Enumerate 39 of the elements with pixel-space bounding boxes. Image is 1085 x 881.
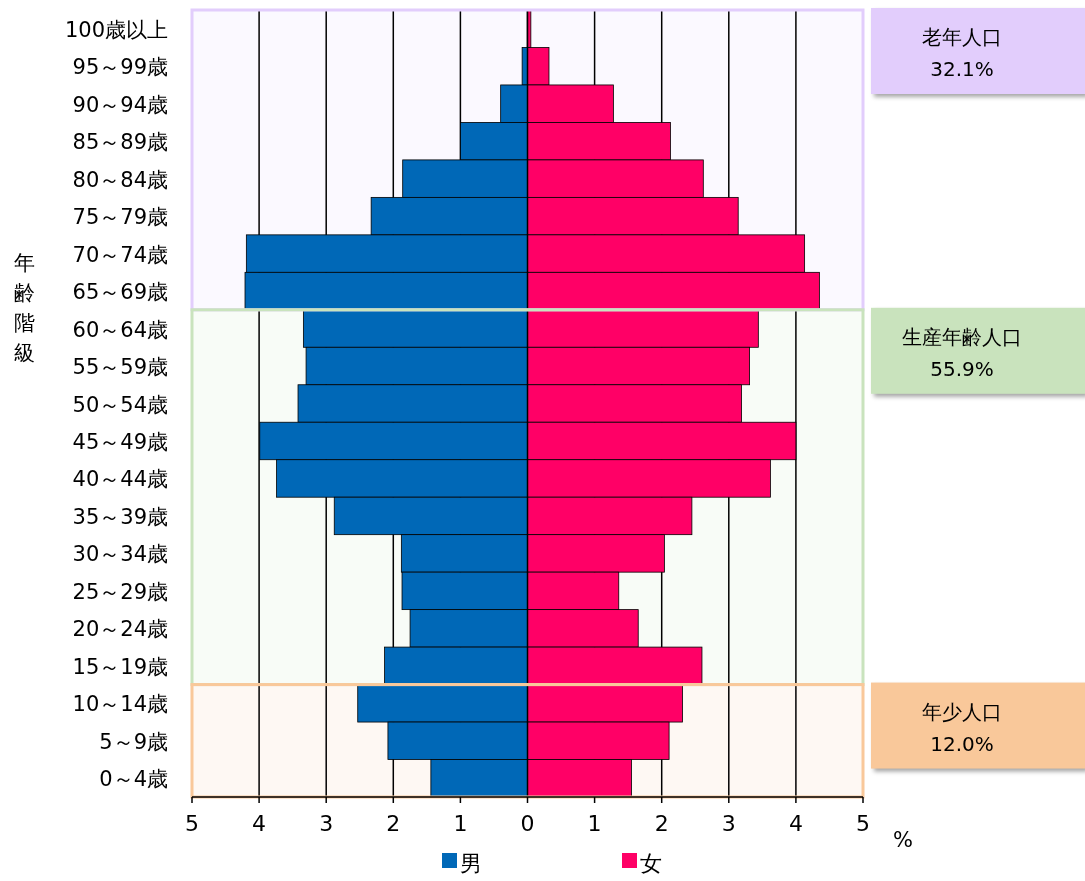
x-axis-title: %: [893, 828, 913, 852]
y-tick-label: 60～64歳: [72, 317, 168, 342]
y-tick-label: 55～59歳: [72, 355, 168, 380]
y-tick-label: 15～19歳: [72, 654, 168, 679]
text: 女: [640, 851, 662, 876]
y-tick-label: 40～44歳: [72, 467, 168, 492]
y-tick-label: 20～24歳: [72, 617, 168, 642]
x-tick-label: 1: [587, 811, 602, 836]
y-tick-label: 100歳以上: [64, 17, 168, 42]
x-tick-label: 4: [788, 811, 803, 836]
x-tick-label: 0: [520, 811, 535, 836]
y-tick-label: 25～29歳: [72, 579, 168, 604]
band-label: 生産年齢人口 55.9%: [902, 324, 1022, 381]
y-tick-label: 35～39歳: [72, 504, 168, 529]
y-tick-label: 75～79歳: [72, 205, 168, 230]
x-tick-label: 4: [252, 811, 267, 836]
y-tick-label: 0～4歳: [99, 767, 168, 792]
x-tick-label: 5: [185, 811, 199, 836]
y-tick-label: 10～14歳: [72, 692, 168, 717]
y-tick-label: 45～49歳: [72, 429, 168, 454]
x-tick-label: 1: [453, 811, 468, 836]
x-tick-label: 5: [856, 811, 870, 836]
band-label: 年少人口 12.0%: [922, 699, 1002, 756]
x-tick-label: 3: [721, 811, 736, 836]
x-tick-label: 3: [319, 811, 334, 836]
y-tick-label: 80～84歳: [72, 167, 168, 192]
y-tick-label: 5～9歳: [99, 729, 168, 754]
y-tick-label: 70～74歳: [72, 242, 168, 267]
y-axis-title: 年齢階級: [13, 251, 35, 365]
y-tick-label: 65～69歳: [72, 280, 168, 305]
y-tick-label: 30～34歳: [72, 542, 168, 567]
y-tick-label: 90～94歳: [72, 92, 168, 117]
y-tick-label: 85～89歳: [72, 130, 168, 155]
band-label: 老年人口 32.1%: [922, 25, 1002, 81]
legend-label: 男: [460, 851, 482, 876]
x-tick-label: 2: [386, 811, 401, 836]
y-tick-label: 50～54歳: [72, 392, 168, 417]
x-tick-label: 2: [654, 811, 669, 836]
y-tick-label: 95～99歳: [72, 55, 168, 80]
